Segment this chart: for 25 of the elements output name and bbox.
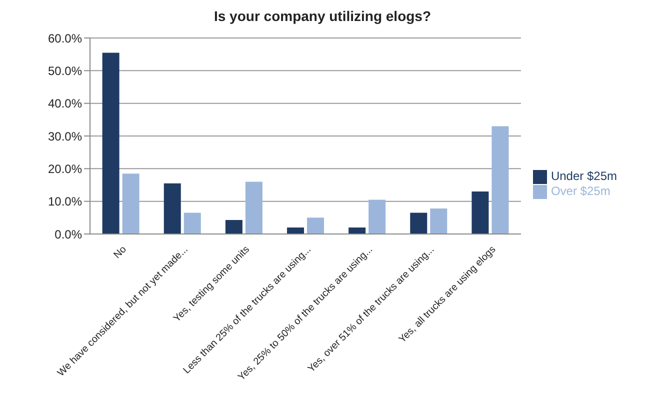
bar <box>430 208 448 234</box>
y-tick-label: 20.0% <box>48 162 82 176</box>
bar <box>122 174 140 234</box>
y-tick-label: 50.0% <box>48 64 82 78</box>
y-tick-label: 60.0% <box>48 31 82 46</box>
bar <box>492 126 509 234</box>
bar <box>164 183 181 234</box>
bar <box>245 182 262 234</box>
bar <box>102 52 120 234</box>
y-tick-label: 40.0% <box>48 96 82 111</box>
y-tick-label: 10.0% <box>48 194 82 209</box>
y-tick-label: 0.0% <box>54 227 82 242</box>
y-tick-label: 30.0% <box>48 129 82 144</box>
bar <box>348 227 366 234</box>
bar <box>368 200 386 234</box>
bar <box>184 212 201 234</box>
legend-label: Under $25m <box>550 169 617 184</box>
x-tick-label: No <box>112 244 130 262</box>
bar <box>307 218 324 234</box>
chart-title: Is your company utilizing elogs? <box>212 8 432 26</box>
bar <box>225 220 242 234</box>
bar <box>287 227 304 234</box>
bar <box>410 212 428 234</box>
legend-label: Over $25m <box>550 184 610 198</box>
bar <box>472 192 489 234</box>
